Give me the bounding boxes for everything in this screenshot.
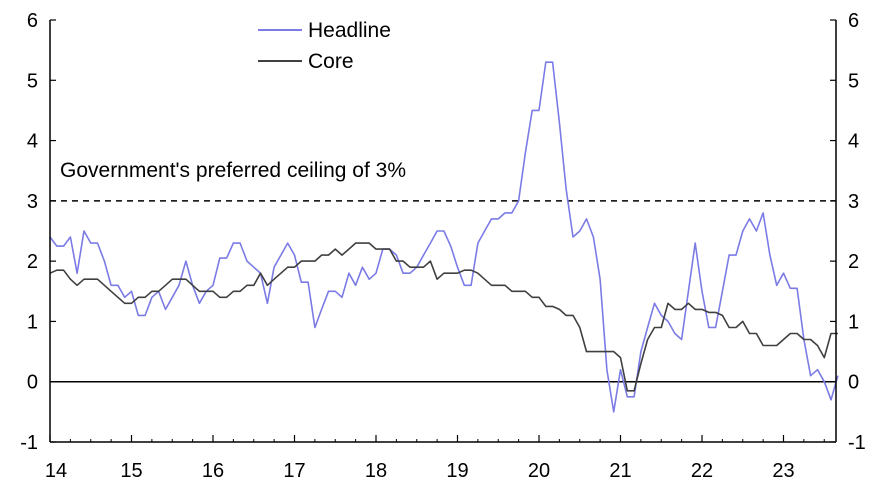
right-y-tick-label: 0 [848, 372, 859, 394]
x-tick-label: 20 [528, 460, 550, 482]
legend: Headline Core [258, 19, 391, 73]
x-tick-label: 21 [609, 460, 631, 482]
legend-label-headline: Headline [308, 19, 391, 42]
series-line-core [49, 242, 838, 392]
left-y-tick-label: 6 [27, 10, 38, 32]
left-y-tick-label: 5 [27, 70, 38, 92]
left-y-tick-label: 1 [27, 311, 38, 333]
x-tick-label: 23 [772, 460, 794, 482]
right-y-tick-label: 3 [848, 191, 859, 213]
right-y-tick-label: -1 [848, 432, 866, 454]
left-y-axis-ticks: -1 0 1 2 3 4 5 6 [20, 10, 56, 454]
x-tick-label: 17 [283, 460, 305, 482]
series-line-headline [49, 61, 839, 413]
x-tick-label: 16 [202, 460, 224, 482]
right-y-tick-label: 6 [848, 10, 859, 32]
right-y-tick-label: 1 [848, 311, 859, 333]
x-tick-label: 19 [446, 460, 468, 482]
left-y-tick-label: 2 [27, 251, 38, 273]
right-y-tick-label: 2 [848, 251, 859, 273]
x-tick-label: 15 [120, 460, 142, 482]
right-y-tick-label: 4 [848, 131, 859, 153]
ceiling-annotation: Government's preferred ceiling of 3% [60, 159, 406, 182]
series-lines [49, 61, 839, 413]
x-tick-label: 22 [691, 460, 713, 482]
x-tick-label: 18 [365, 460, 387, 482]
left-y-tick-label: 4 [27, 131, 38, 153]
left-y-tick-label: 3 [27, 191, 38, 213]
left-y-tick-label: 0 [27, 372, 38, 394]
right-y-tick-label: 5 [848, 70, 859, 92]
legend-label-core: Core [308, 50, 354, 73]
x-axis-ticks: 14 15 16 17 18 19 20 21 22 23 [45, 435, 825, 482]
left-y-tick-label: -1 [20, 432, 38, 454]
x-tick-label: 14 [45, 460, 67, 482]
